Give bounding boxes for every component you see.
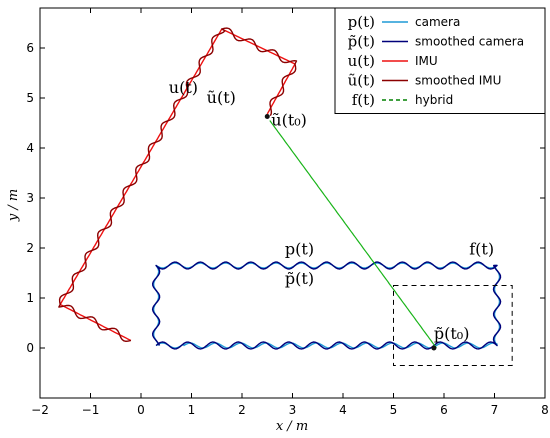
legend-symbol: u(t) — [348, 52, 375, 70]
y-tick-label: 4 — [26, 141, 34, 155]
legend: p(t) camera p̃(t) smoothed camera u(t) IMU ũ(t… — [334, 7, 546, 114]
y-tick-label: 3 — [26, 191, 34, 205]
y-tick-label: 0 — [26, 341, 34, 355]
series-smoothed-IMU — [58, 27, 298, 342]
legend-symbol: f(t) — [352, 91, 375, 109]
y-tick-label: 5 — [26, 91, 34, 105]
y-tick-label: 2 — [26, 241, 34, 255]
y-tick-label: 1 — [26, 291, 34, 305]
annotation-label: f(t) — [469, 240, 494, 259]
legend-symbol: p(t) — [348, 13, 375, 31]
x-tick-label: 0 — [137, 403, 145, 417]
annotation-label: p̃(t) — [285, 269, 314, 288]
annotation-layer: u(t) ũ(t) ũ(t₀) p(t) p̃(t) f(t) p̃(t₀) — [169, 78, 494, 343]
legend-label: hybrid — [415, 93, 453, 107]
x-tick-label: 2 — [238, 403, 246, 417]
annotation-label: p(t) — [285, 240, 314, 259]
x-tick-label: 4 — [339, 403, 347, 417]
x-tick-label: 6 — [440, 403, 448, 417]
legend-box — [334, 7, 546, 114]
annotation-label: p̃(t₀) — [434, 324, 470, 343]
legend-label: smoothed camera — [415, 35, 524, 49]
x-tick-label: 5 — [390, 403, 398, 417]
legend-label: IMU — [415, 54, 438, 68]
y-tick-label: 6 — [26, 41, 34, 55]
x-tick-label: 8 — [541, 403, 549, 417]
series-hybrid — [269, 120, 437, 349]
annotation-label: ũ(t) — [207, 88, 236, 107]
marker-t0-0 — [264, 114, 270, 119]
x-tick-label: −2 — [31, 403, 49, 417]
x-tick-label: 3 — [289, 403, 297, 417]
annotation-label: ũ(t₀) — [271, 111, 307, 130]
legend-label: camera — [415, 15, 460, 29]
legend-symbol: ũ(t) — [348, 72, 375, 90]
x-tick-label: 1 — [188, 403, 196, 417]
data-layer — [58, 27, 502, 351]
legend-label: smoothed IMU — [415, 74, 501, 88]
x-tick-label: 7 — [491, 403, 499, 417]
series-smoothed-camera — [151, 261, 502, 350]
annotation-label: u(t) — [169, 78, 198, 97]
y-axis-label: y / m — [6, 189, 21, 222]
x-tick-label: −1 — [82, 403, 100, 417]
x-axis-label: x / m — [276, 419, 308, 434]
marker-t0-1 — [431, 345, 437, 351]
tick-layer: −2 −1 0 1 2 3 4 5 6 7 8 0 1 2 3 4 5 6 — [26, 8, 549, 417]
legend-symbol: p̃(t) — [348, 33, 375, 51]
